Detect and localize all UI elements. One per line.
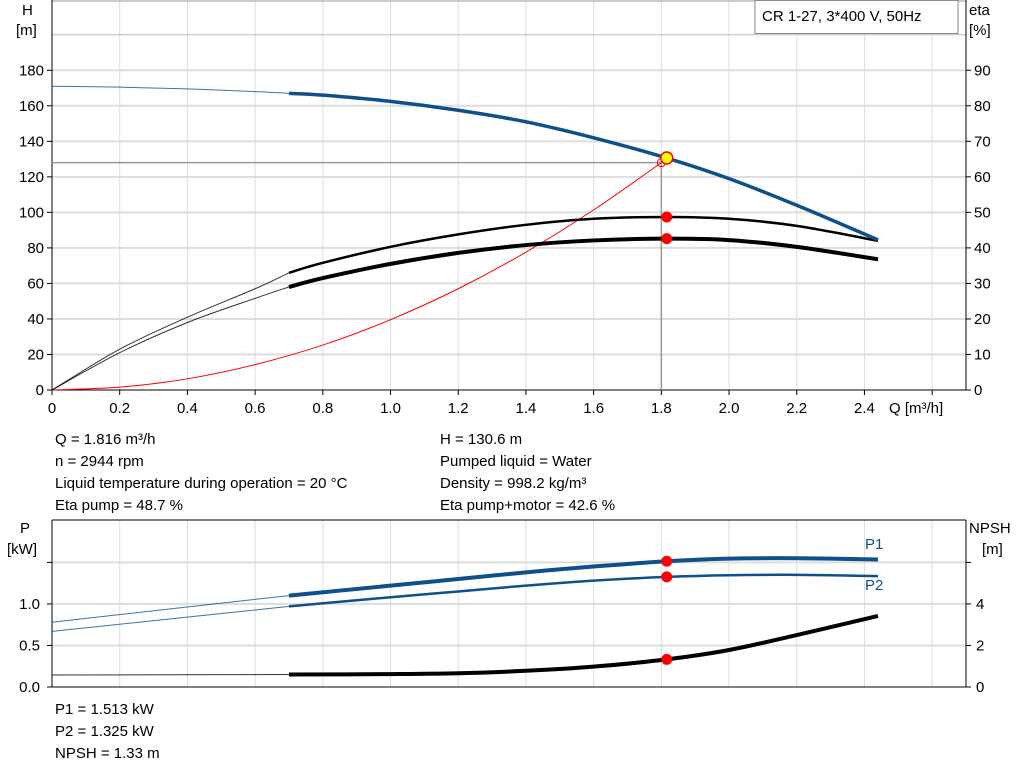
y-left-tick-label: 20 [27, 346, 44, 363]
y-right-tick-label: 80 [974, 98, 991, 115]
x-tick-label: 1.2 [448, 400, 469, 417]
info-h: H = 130.6 m [440, 431, 523, 448]
p1-curve [288, 556, 879, 598]
info-left: Q = 1.816 m³/h n = 2944 rpm Liquid tempe… [55, 429, 347, 517]
eta-pump-marker [661, 211, 673, 223]
y-right-tick-label: 40 [974, 240, 991, 257]
info-npsh: NPSH = 1.33 m [55, 745, 160, 762]
y-left-tick-label: 160 [19, 98, 44, 115]
x-tick-label: 1.8 [651, 400, 672, 417]
info-right: H = 130.6 m Pumped liquid = Water Densit… [440, 429, 615, 517]
eta-pump-curve-extrapolated [51, 272, 290, 391]
info-bottom: P1 = 1.513 kW P2 = 1.325 kW NPSH = 1.33 … [55, 699, 160, 765]
y-right-tick-label: 70 [974, 133, 991, 150]
info-density: Density = 998.2 kg/m³ [440, 475, 587, 492]
y-right-tick-label: 0 [976, 679, 984, 696]
x-tick-label: 0.4 [177, 400, 198, 417]
y-left-tick-label: 0.5 [19, 637, 40, 654]
x-tick-label: 2.2 [786, 400, 807, 417]
y-left-tick-label: 40 [27, 311, 44, 328]
info-eta-pump: Eta pump = 48.7 % [55, 497, 183, 514]
y-right-tick-label: 0 [974, 382, 982, 399]
p2-curve-extrapolated [51, 605, 290, 632]
info-temperature: Liquid temperature during operation = 20… [55, 475, 348, 492]
x-tick-label: 1.0 [380, 400, 401, 417]
info-liquid: Pumped liquid = Water [440, 453, 592, 470]
info-eta-pump-motor: Eta pump+motor = 42.6 % [440, 497, 616, 514]
x-tick-label: 1.6 [583, 400, 604, 417]
power-npsh-plot: 0.0 0.5 1.0 0 2 4 [19, 519, 984, 696]
info-speed: n = 2944 rpm [55, 453, 144, 470]
y-right-tick-label: 50 [974, 204, 991, 221]
eta-pump-motor-curve [288, 236, 879, 289]
eta-pump-motor-marker [661, 233, 673, 245]
y-left-tick-label: 0 [36, 382, 44, 399]
y-left-tick-label: 120 [19, 169, 44, 186]
npsh-marker [661, 653, 673, 665]
title-box: CR 1-27, 3*400 V, 50Hz [754, 0, 959, 34]
y-right-tick-label: 2 [976, 637, 984, 654]
info-q: Q = 1.816 m³/h [55, 431, 156, 448]
npsh-curve [288, 614, 879, 677]
head-curve-extrapolated [51, 85, 289, 94]
y-left-label-top-2: [m] [16, 22, 37, 39]
y-left-label-top-1: H [22, 2, 33, 19]
y-left-tick-label: 1.0 [19, 596, 40, 613]
system-curve [51, 162, 662, 391]
y-left-tick-label: 140 [19, 133, 44, 150]
y-right-label-top-1: eta [969, 2, 991, 19]
x-tick-label: 0 [48, 400, 56, 417]
p1-curve-extrapolated [51, 595, 290, 623]
y-right-tick-label: 4 [976, 596, 984, 613]
y-left-tick-label: 60 [27, 275, 44, 292]
series-label-p2: P2 [865, 577, 883, 594]
eta-pump-motor-curve-extrapolated [51, 286, 290, 391]
x-tick-label: 0.6 [245, 400, 266, 417]
x-axis-label: Q [m³/h] [889, 400, 943, 417]
x-tick-label: 2.0 [719, 400, 740, 417]
y-right-tick-label: 10 [974, 346, 991, 363]
y-right-tick-label: 60 [974, 169, 991, 186]
y-right-tick-label: 90 [974, 62, 991, 79]
y-left-tick-label: 0.0 [19, 679, 40, 696]
series-label-p1: P1 [865, 536, 883, 553]
y-left-label-bot-1: P [20, 520, 30, 537]
p1-marker [661, 555, 673, 567]
y-left-tick-label: 80 [27, 240, 44, 257]
title-box-text: CR 1-27, 3*400 V, 50Hz [762, 8, 922, 25]
eta-pump-curve [288, 215, 879, 274]
head-efficiency-plot: 0 0.2 0.4 0.6 0.8 1.0 1.2 1.4 1.6 1.8 2.0 2.2 2.4 0 20… [19, 0, 991, 417]
x-tick-label: 0.2 [109, 400, 130, 417]
y-left-tick-label: 100 [19, 204, 44, 221]
y-left-tick-label: 180 [19, 62, 44, 79]
y-right-label-bot-2: [m] [982, 541, 1003, 558]
p2-curve [288, 573, 879, 608]
y-left-label-bot-2: [kW] [7, 541, 37, 558]
info-p1: P1 = 1.513 kW [55, 701, 154, 718]
y-right-label-bot-1: NPSH [969, 520, 1011, 537]
head-curve [288, 91, 879, 242]
y-right-tick-label: 20 [974, 311, 991, 328]
x-tick-label: 2.4 [854, 400, 875, 417]
y-right-label-top-2: [%] [969, 22, 991, 39]
y-right-tick-label: 30 [974, 275, 991, 292]
x-tick-label: 0.8 [312, 400, 333, 417]
duty-point-marker [659, 151, 674, 165]
p2-marker [661, 571, 673, 583]
info-p2: P2 = 1.325 kW [55, 723, 154, 740]
x-tick-label: 1.4 [515, 400, 536, 417]
